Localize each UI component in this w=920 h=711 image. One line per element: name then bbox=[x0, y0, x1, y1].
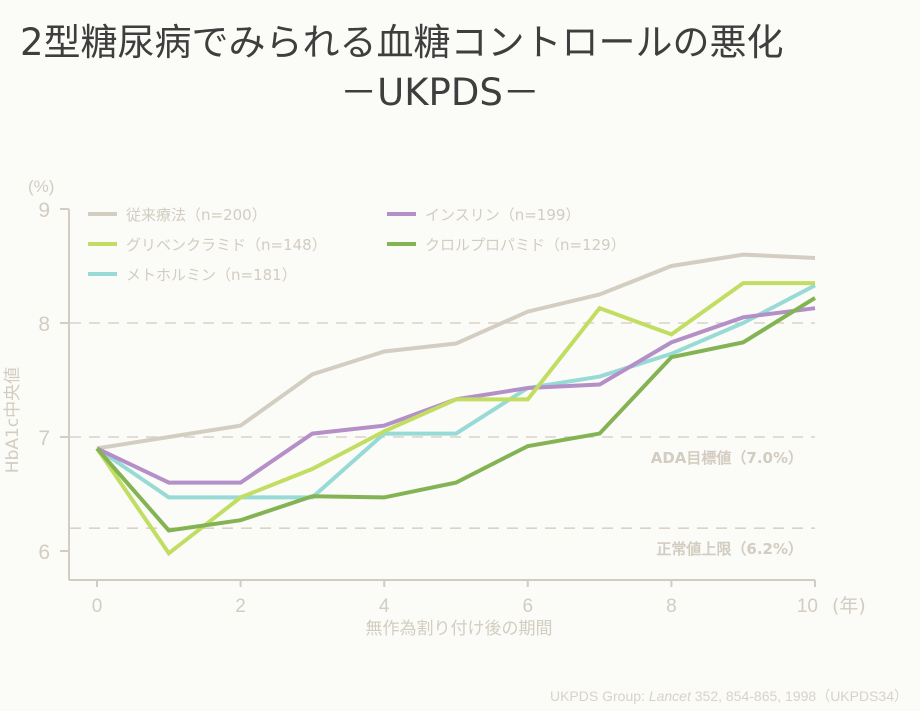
legend-label: インスリン（n=199） bbox=[425, 206, 580, 224]
series-line bbox=[95, 283, 816, 500]
series-line bbox=[96, 252, 816, 451]
x-unit-label: (年) bbox=[832, 595, 866, 617]
reference-label: 正常値上限（6.2%） bbox=[656, 540, 803, 558]
axes: (%) HbA1c中央値 無作為割り付け後の期間 (年) 6 7 8 9 0 2 4 6 8 10 bbox=[3, 177, 866, 639]
x-axis-label: 無作為割り付け後の期間 bbox=[366, 619, 553, 639]
x-tick-label: 2 bbox=[235, 596, 246, 617]
legend: 従来療法（n=200） インスリン（n=199） グリベンクラミド（n=148） クロ… bbox=[88, 206, 626, 284]
x-tick-label: 6 bbox=[523, 596, 534, 617]
y-tick-label: 8 bbox=[38, 313, 50, 336]
chart-subtitle: －UKPDS－ bbox=[340, 71, 540, 114]
series-line bbox=[95, 281, 815, 557]
series-line bbox=[95, 296, 817, 533]
y-axis-label: HbA1c中央値 bbox=[3, 367, 23, 473]
y-unit-label: (%) bbox=[28, 177, 54, 196]
chart-title: 2型糖尿病でみられる血糖コントロールの悪化 bbox=[20, 21, 784, 64]
citation-authors: UKPDS Group: bbox=[549, 688, 649, 704]
y-tick-label: 6 bbox=[38, 541, 50, 564]
x-tick-label: 10 bbox=[797, 596, 818, 617]
y-tick-label: 9 bbox=[38, 199, 50, 222]
series-lines bbox=[95, 252, 817, 557]
legend-label: クロルプロパミド（n=129） bbox=[425, 236, 626, 254]
citation: UKPDS Group: Lancet 352, 854-865, 1998（U… bbox=[550, 686, 908, 706]
reference-label: ADA目標値（7.0%） bbox=[651, 449, 803, 467]
reference-labels: ADA目標値（7.0%） 正常値上限（6.2%） bbox=[651, 449, 803, 558]
x-tick-label: 0 bbox=[92, 596, 103, 617]
x-tick-label: 4 bbox=[379, 596, 390, 617]
y-tick-label: 7 bbox=[38, 427, 50, 450]
citation-details: 352, 854-865, 1998（UKPDS34） bbox=[690, 688, 908, 704]
legend-label: メトホルミン（n=181） bbox=[126, 266, 297, 284]
citation-journal: Lancet bbox=[648, 688, 691, 704]
legend-label: 従来療法（n=200） bbox=[126, 206, 267, 224]
legend-label: グリベンクラミド（n=148） bbox=[126, 236, 327, 254]
x-tick-label: 8 bbox=[666, 596, 677, 617]
